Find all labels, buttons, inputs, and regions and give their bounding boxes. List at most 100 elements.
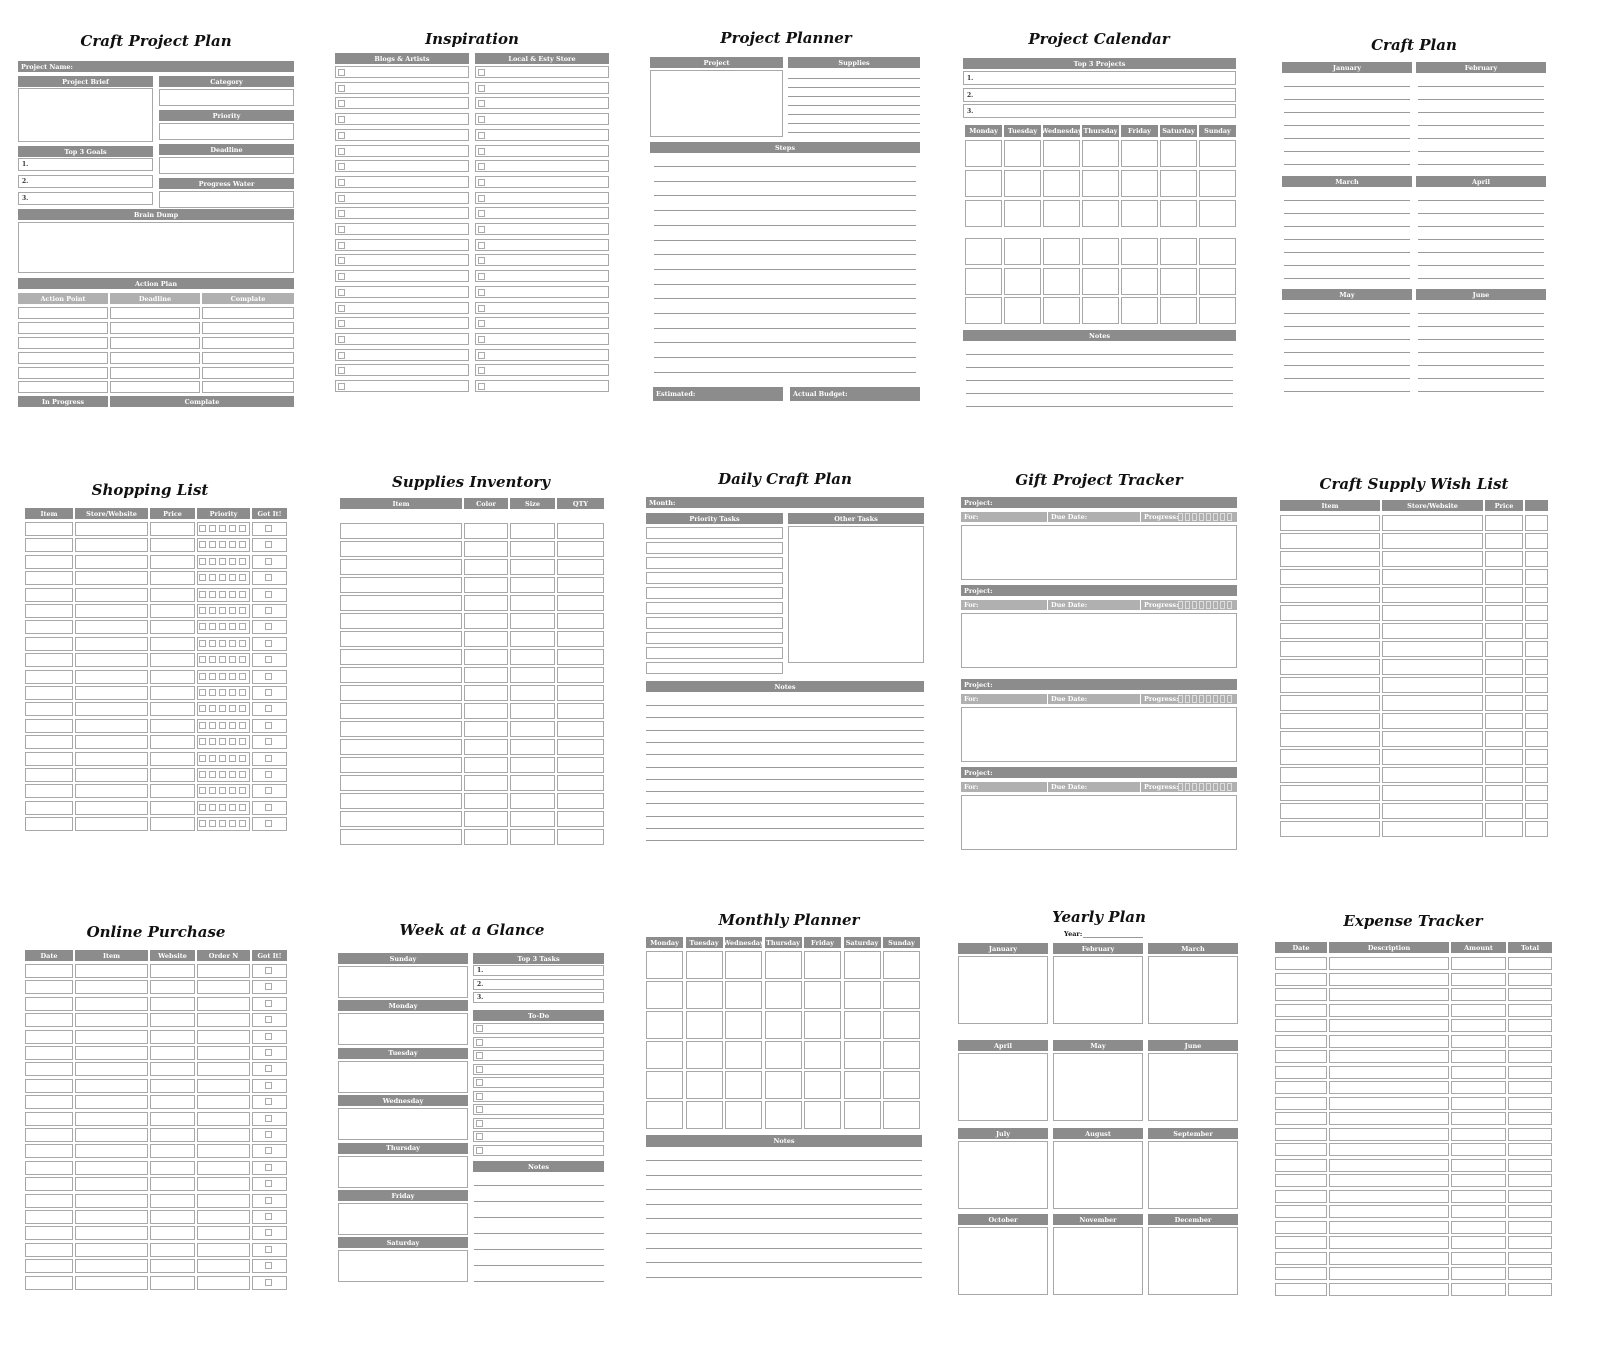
writing-line[interactable] (646, 778, 924, 780)
list-row[interactable] (335, 223, 469, 235)
table-cell[interactable] (1485, 767, 1523, 783)
table-cell[interactable] (464, 775, 508, 791)
table-cell[interactable] (1485, 803, 1523, 819)
table-cell[interactable] (197, 1013, 250, 1028)
table-cell[interactable] (75, 1095, 148, 1110)
calendar-cell[interactable] (764, 951, 802, 979)
table-cell[interactable] (75, 980, 148, 995)
checkbox[interactable] (265, 1278, 272, 1286)
table-cell[interactable] (340, 757, 462, 773)
calendar-cell[interactable] (646, 951, 683, 979)
list-row[interactable] (475, 285, 609, 298)
writing-line[interactable] (1284, 125, 1410, 126)
table-cell[interactable] (202, 307, 294, 319)
checkbox[interactable] (229, 689, 236, 696)
checkbox[interactable] (476, 1092, 483, 1100)
table-cell[interactable] (464, 757, 508, 773)
table-cell[interactable] (464, 793, 508, 809)
table-cell[interactable] (150, 964, 195, 978)
table-cell[interactable] (25, 554, 73, 569)
checkbox[interactable] (199, 689, 206, 696)
calendar-cell[interactable] (1160, 238, 1197, 265)
calendar-cell[interactable] (725, 1011, 762, 1039)
checkbox[interactable] (478, 383, 485, 390)
table-cell[interactable] (340, 631, 462, 647)
checkbox[interactable] (239, 525, 246, 532)
priority-task-field[interactable] (646, 602, 783, 614)
checkbox[interactable] (265, 1114, 272, 1122)
table-cell[interactable] (464, 667, 508, 683)
priority-task-field[interactable] (646, 617, 783, 629)
table-cell[interactable] (150, 1193, 195, 1208)
table-cell[interactable] (75, 1210, 148, 1224)
writing-line[interactable] (654, 357, 916, 359)
checkbox[interactable] (265, 1131, 272, 1138)
table-cell[interactable] (25, 1046, 73, 1060)
checkbox[interactable] (338, 320, 345, 328)
checkbox[interactable] (476, 1025, 483, 1032)
task-field[interactable]: 2. (473, 979, 604, 990)
checkbox[interactable] (199, 705, 206, 713)
checkbox[interactable] (239, 738, 246, 746)
list-row[interactable] (475, 317, 609, 330)
table-cell[interactable] (1275, 1220, 1327, 1234)
list-row[interactable] (475, 144, 609, 157)
todo-row[interactable] (473, 1104, 604, 1115)
table-cell[interactable] (1382, 569, 1483, 585)
table-cell[interactable] (25, 718, 73, 733)
table-cell[interactable] (75, 1226, 148, 1241)
table-cell[interactable] (510, 811, 555, 827)
writing-line[interactable] (1284, 99, 1410, 100)
table-cell[interactable] (1382, 695, 1483, 711)
table-cell[interactable] (1280, 659, 1380, 675)
writing-line[interactable] (654, 313, 916, 314)
writing-line[interactable] (1418, 352, 1544, 353)
table-cell[interactable] (1508, 1174, 1552, 1187)
checkbox[interactable] (239, 557, 246, 565)
calendar-cell[interactable] (883, 1011, 920, 1039)
progress-segment[interactable] (1185, 513, 1190, 521)
checkbox[interactable] (229, 574, 236, 582)
writing-line[interactable] (474, 1281, 604, 1282)
progress-segment[interactable] (1213, 783, 1218, 791)
goal-field[interactable]: 2. (18, 175, 153, 188)
table-cell[interactable] (197, 1177, 250, 1192)
writing-line[interactable] (1418, 239, 1544, 240)
list-row[interactable] (335, 332, 469, 345)
table-cell[interactable] (1382, 515, 1483, 531)
table-cell[interactable] (75, 620, 148, 635)
calendar-cell[interactable] (1004, 238, 1041, 265)
calendar-cell[interactable] (1199, 297, 1236, 324)
checkbox[interactable] (239, 672, 246, 680)
writing-line[interactable] (646, 766, 924, 768)
calendar-cell[interactable] (843, 981, 881, 1009)
writing-line[interactable] (966, 354, 1233, 355)
writing-line[interactable] (1284, 339, 1410, 340)
calendar-cell[interactable] (1004, 268, 1041, 295)
table-cell[interactable] (25, 1111, 73, 1126)
checkbox[interactable] (265, 721, 272, 729)
table-cell[interactable] (1280, 749, 1380, 765)
table-cell[interactable] (1485, 587, 1523, 603)
table-cell[interactable] (1280, 641, 1380, 657)
table-cell[interactable] (75, 522, 148, 536)
table-cell[interactable] (1508, 1189, 1552, 1203)
calendar-cell[interactable] (1199, 238, 1236, 265)
table-cell[interactable] (150, 996, 195, 1011)
calendar-cell[interactable] (1160, 268, 1197, 295)
checkbox[interactable] (265, 623, 272, 631)
table-cell[interactable] (557, 577, 604, 593)
table-cell[interactable] (464, 739, 508, 755)
calendar-cell[interactable] (1082, 170, 1119, 197)
table-cell[interactable] (557, 829, 604, 845)
table-cell[interactable] (557, 811, 604, 827)
writing-line[interactable] (646, 803, 924, 805)
checkbox[interactable] (199, 672, 206, 680)
calendar-cell[interactable] (1043, 170, 1080, 197)
table-cell[interactable] (150, 735, 195, 750)
table-cell[interactable] (1525, 641, 1548, 657)
table-cell[interactable] (1280, 695, 1380, 711)
checkbox[interactable] (229, 607, 236, 614)
checkbox[interactable] (219, 557, 226, 565)
checkbox[interactable] (265, 983, 272, 991)
